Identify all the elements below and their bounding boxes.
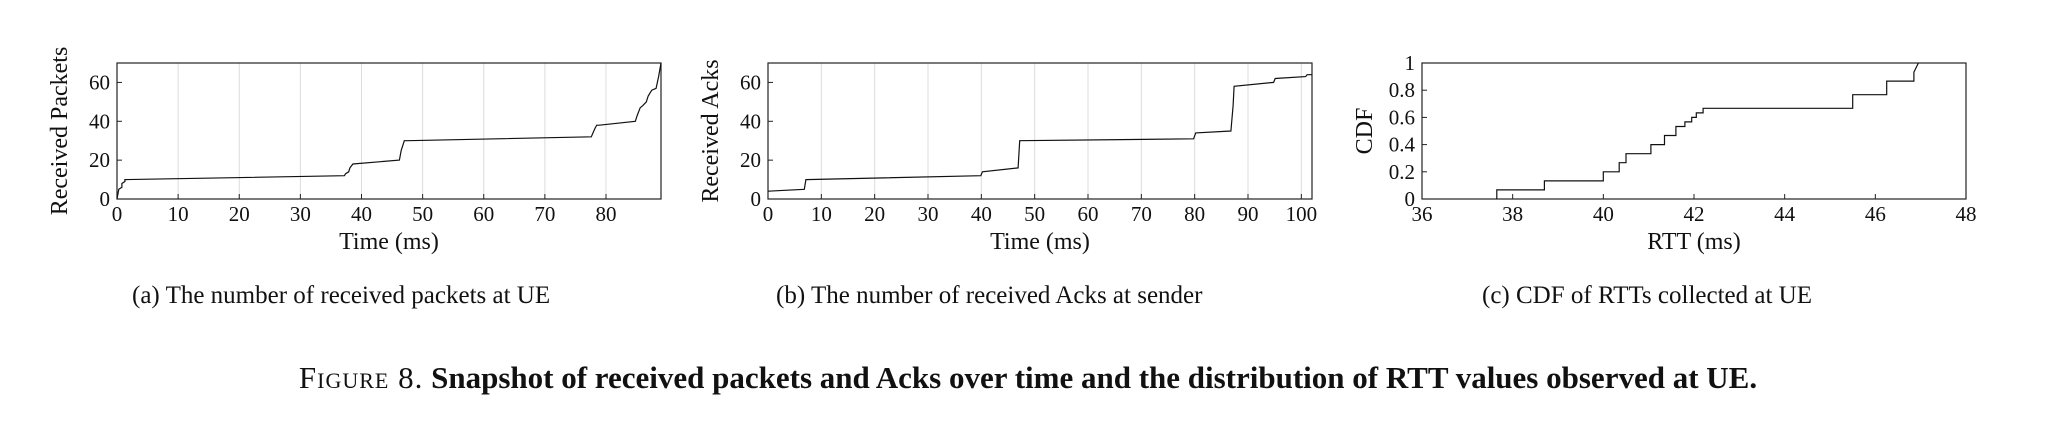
chart-c-ytick-label-2: 0.4 xyxy=(1389,133,1416,157)
chart-b-frame xyxy=(767,62,1313,200)
subcaption-b: (b) The number of received Acks at sende… xyxy=(776,282,1202,310)
chart-a-xtick-label-4: 40 xyxy=(351,202,372,226)
chart-c-frame xyxy=(1421,62,1967,200)
chart-b-xtick-label-7: 70 xyxy=(1131,202,1152,226)
chart-c-ytick-label-3: 0.6 xyxy=(1389,105,1415,129)
chart-a-xtick-label-3: 30 xyxy=(290,202,311,226)
chart-c: 36 38 40 42 44 46 48 0 0.2 0.4 0.6 0.8 1 RTT (ms) CDF xyxy=(1352,51,1977,255)
figure-caption: Figure 8. Snapshot of received packets a… xyxy=(0,360,2056,396)
chart-c-series-line xyxy=(1496,62,1919,199)
subcaption-c-text: CDF of RTTs collected at UE xyxy=(1516,282,1812,309)
chart-a: 0 10 20 30 40 50 60 70 80 0 20 40 60 Time (ms) Receive… xyxy=(47,47,662,255)
subcaption-c: (c) CDF of RTTs collected at UE xyxy=(1482,282,1812,310)
chart-a-ytick-label-3: 60 xyxy=(89,70,110,94)
chart-c-ylabel: CDF xyxy=(1352,108,1378,155)
chart-a-ytick-label-2: 40 xyxy=(89,109,110,133)
chart-b-xtick-label-10: 100 xyxy=(1286,202,1318,226)
subcaption-b-text: The number of received Acks at sender xyxy=(810,282,1203,309)
chart-a-xtick-label-8: 80 xyxy=(595,202,616,226)
chart-c-xtick-label-4: 44 xyxy=(1774,202,1796,226)
chart-b-xtick-label-5: 50 xyxy=(1024,202,1045,226)
chart-c-xtick-label-0: 36 xyxy=(1412,202,1433,226)
subcaption-a-text: The number of received packets at UE xyxy=(165,282,551,309)
chart-b-series-line xyxy=(767,74,1312,192)
chart-c-xlabel: RTT (ms) xyxy=(1647,229,1740,255)
chart-a-xtick-label-5: 50 xyxy=(412,202,433,226)
chart-c-ytick-label-4: 0.8 xyxy=(1389,78,1415,102)
chart-b-xtick-label-8: 80 xyxy=(1184,202,1205,226)
chart-a-xtick-label-1: 10 xyxy=(168,202,189,226)
chart-b-xtick-label-3: 30 xyxy=(918,202,939,226)
chart-b-ytick-label-0: 0 xyxy=(751,187,762,211)
chart-c-ytick-label-1: 0.2 xyxy=(1389,160,1415,184)
chart-b: 0 10 20 30 40 50 60 70 80 90 100 0 20 40 60 Time (ms) Re… xyxy=(698,59,1317,255)
chart-a-frame xyxy=(116,62,662,200)
chart-b-xtick-label-6: 60 xyxy=(1078,202,1099,226)
chart-b-xtick-label-4: 40 xyxy=(971,202,992,226)
chart-a-xtick-label-2: 20 xyxy=(229,202,250,226)
chart-b-xtick-label-1: 10 xyxy=(811,202,832,226)
chart-a-xtick-label-6: 60 xyxy=(473,202,494,226)
chart-c-xtick-label-6: 48 xyxy=(1956,202,1977,226)
subcaption-a: (a) The number of received packets at UE xyxy=(132,282,550,310)
chart-c-ytick-label-0: 0 xyxy=(1405,187,1416,211)
chart-c-xtick-label-3: 42 xyxy=(1684,202,1705,226)
chart-a-xtick-label-7: 70 xyxy=(534,202,555,226)
chart-a-ytick-label-0: 0 xyxy=(100,187,111,211)
figure-caption-label: Figure 8. xyxy=(298,360,424,395)
chart-b-ytick-label-3: 60 xyxy=(740,70,761,94)
subcaption-c-label: (c) xyxy=(1482,282,1510,309)
chart-b-ylabel: Received Acks xyxy=(698,59,724,202)
chart-a-xtick-label-0: 0 xyxy=(112,202,123,226)
chart-c-xtick-label-2: 40 xyxy=(1593,202,1614,226)
chart-a-ytick-label-1: 20 xyxy=(89,148,110,172)
figure-caption-text: Snapshot of received packets and Acks ov… xyxy=(431,360,1758,395)
chart-b-ytick-label-1: 20 xyxy=(740,148,761,172)
subcaption-b-label: (b) xyxy=(776,282,806,309)
chart-c-ytick-label-5: 1 xyxy=(1405,51,1416,75)
chart-a-series-line xyxy=(116,62,662,200)
chart-a-xlabel: Time (ms) xyxy=(339,229,439,255)
chart-a-ylabel: Received Packets xyxy=(47,47,73,216)
subcaption-a-label: (a) xyxy=(132,282,160,309)
chart-c-xtick-label-5: 46 xyxy=(1865,202,1886,226)
chart-c-xtick-label-1: 38 xyxy=(1502,202,1523,226)
chart-b-xtick-label-0: 0 xyxy=(763,202,774,226)
chart-b-xtick-label-2: 20 xyxy=(864,202,885,226)
chart-b-xlabel: Time (ms) xyxy=(990,229,1090,255)
chart-b-ytick-label-2: 40 xyxy=(740,109,761,133)
chart-b-xtick-label-9: 90 xyxy=(1238,202,1259,226)
